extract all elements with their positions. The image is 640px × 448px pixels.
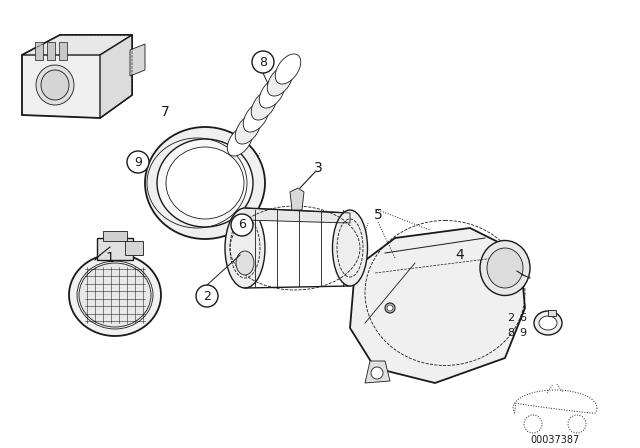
Text: 2: 2: [507, 313, 514, 323]
FancyBboxPatch shape: [125, 241, 143, 255]
FancyBboxPatch shape: [35, 42, 43, 60]
Ellipse shape: [166, 147, 244, 219]
Text: 6: 6: [238, 219, 246, 232]
Ellipse shape: [268, 66, 292, 96]
Text: 8: 8: [259, 56, 267, 69]
Polygon shape: [22, 35, 132, 55]
Ellipse shape: [41, 70, 69, 100]
FancyBboxPatch shape: [97, 238, 133, 260]
Polygon shape: [100, 35, 132, 118]
Text: 1: 1: [106, 251, 115, 265]
Text: 2: 2: [203, 289, 211, 302]
FancyBboxPatch shape: [103, 231, 127, 241]
Circle shape: [231, 214, 253, 236]
Polygon shape: [350, 228, 525, 383]
Text: 00037387: 00037387: [531, 435, 580, 445]
Ellipse shape: [236, 114, 260, 144]
Ellipse shape: [539, 316, 557, 330]
Text: 9: 9: [519, 328, 526, 338]
Ellipse shape: [243, 102, 269, 132]
Text: 4: 4: [456, 248, 465, 262]
Text: 7: 7: [161, 105, 170, 119]
Circle shape: [252, 51, 274, 73]
Polygon shape: [245, 208, 350, 223]
Ellipse shape: [487, 248, 523, 288]
Polygon shape: [365, 361, 390, 383]
Ellipse shape: [275, 54, 301, 84]
Ellipse shape: [333, 210, 367, 286]
Ellipse shape: [259, 78, 285, 108]
Text: 3: 3: [314, 161, 323, 175]
Circle shape: [196, 285, 218, 307]
Ellipse shape: [225, 208, 265, 288]
Polygon shape: [290, 188, 304, 210]
FancyBboxPatch shape: [59, 42, 67, 60]
Ellipse shape: [252, 90, 276, 120]
Text: 9: 9: [134, 155, 142, 168]
Circle shape: [127, 151, 149, 173]
Ellipse shape: [157, 139, 253, 227]
Text: 5: 5: [374, 208, 382, 222]
FancyBboxPatch shape: [47, 42, 55, 60]
Ellipse shape: [534, 311, 562, 335]
Polygon shape: [130, 44, 145, 76]
Text: 6: 6: [519, 313, 526, 323]
Ellipse shape: [236, 251, 254, 275]
Circle shape: [387, 305, 393, 311]
Ellipse shape: [227, 126, 253, 156]
Circle shape: [385, 303, 395, 313]
Ellipse shape: [77, 261, 153, 329]
FancyBboxPatch shape: [548, 310, 556, 316]
Ellipse shape: [36, 65, 74, 105]
Ellipse shape: [145, 127, 265, 239]
Ellipse shape: [69, 254, 161, 336]
Circle shape: [371, 367, 383, 379]
Ellipse shape: [79, 263, 151, 327]
Text: 8: 8: [507, 328, 514, 338]
Ellipse shape: [480, 241, 530, 296]
Polygon shape: [22, 35, 132, 118]
